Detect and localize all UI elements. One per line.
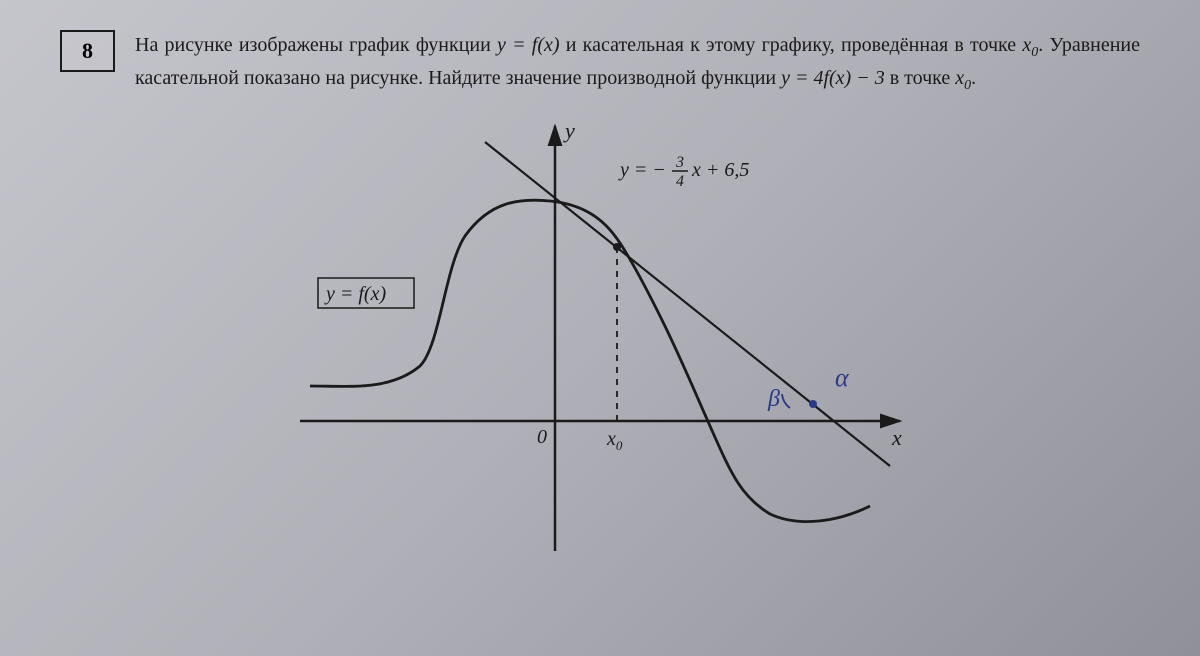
origin-label: 0 — [537, 426, 547, 448]
problem-header: 8 На рисунке изображены график функции y… — [60, 30, 1140, 96]
angle-arc — [782, 394, 790, 408]
text-segment: и касательная к этому графику, проведённ… — [560, 34, 1023, 56]
formula-x0: x0 — [1022, 34, 1038, 56]
problem-number-text: 8 — [82, 38, 93, 63]
tangent-eq-den: 4 — [676, 173, 684, 190]
curve-label: y = f(x) — [324, 283, 386, 305]
tangent-point — [613, 243, 621, 251]
text-segment: . — [971, 67, 976, 89]
formula-yfx: y = f(x) — [497, 34, 560, 56]
textbook-page: 8 На рисунке изображены график функции y… — [0, 0, 1200, 656]
problem-number: 8 — [60, 30, 115, 72]
graph-svg: yx0x0y = f(x)y = −34 x + 6,5αβ — [290, 116, 910, 556]
problem-statement: На рисунке изображены график функции y =… — [135, 30, 1140, 96]
beta-annotation: β — [767, 386, 780, 412]
tangent-eq-suffix: x + 6,5 — [691, 159, 749, 181]
x0-label: x0 — [606, 428, 623, 453]
angle-point — [809, 400, 817, 408]
tangent-line — [485, 142, 890, 466]
tangent-eq-prefix: y = − — [618, 159, 666, 181]
function-curve — [310, 200, 870, 521]
formula-derivative: y = 4f(x) − 3 — [781, 67, 885, 89]
formula-x0-2: x0 — [955, 67, 971, 89]
y-axis-label: y — [563, 118, 575, 143]
x-axis-label: x — [891, 425, 902, 450]
tangent-eq-num: 3 — [675, 154, 684, 171]
alpha-annotation: α — [835, 363, 850, 392]
text-segment: в точке — [885, 67, 956, 89]
text-segment: На рисунке изображены график функции — [135, 34, 497, 56]
function-graph: yx0x0y = f(x)y = −34 x + 6,5αβ — [290, 116, 910, 556]
